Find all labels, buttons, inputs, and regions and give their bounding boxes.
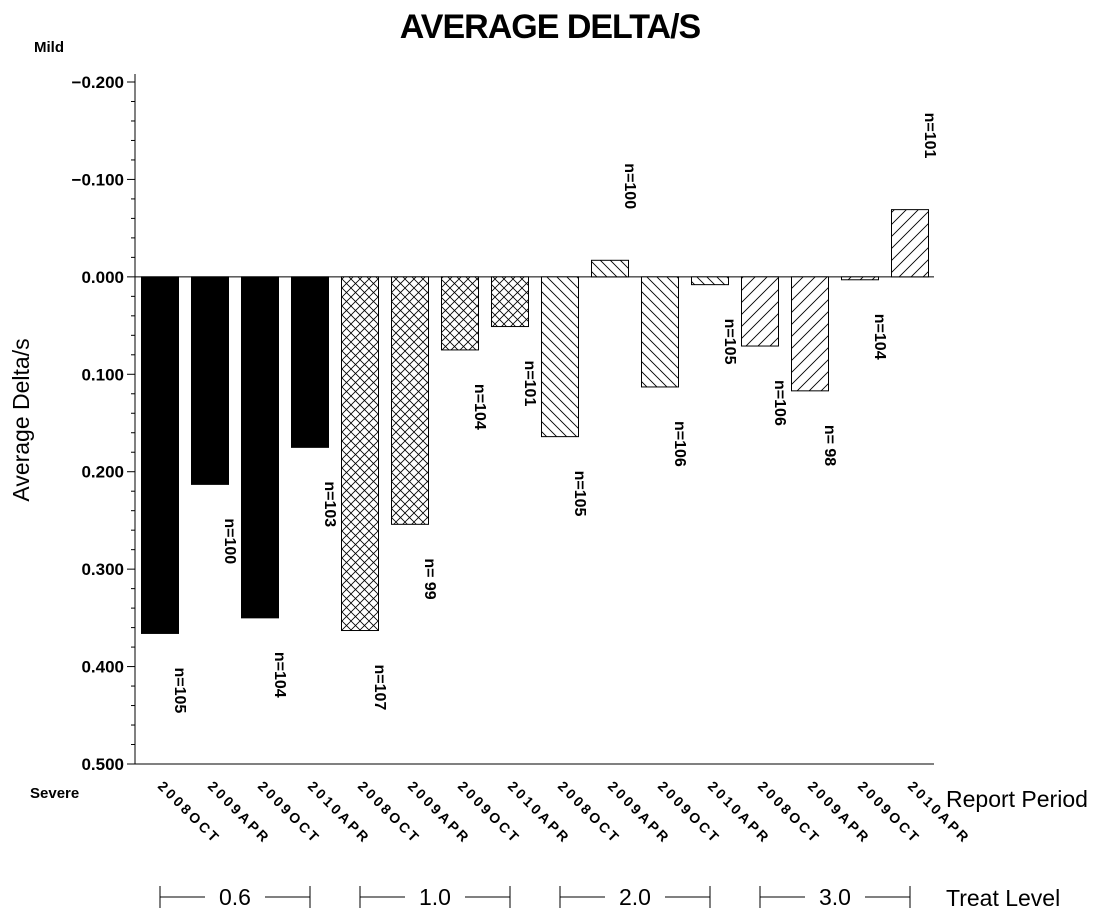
bar-15 (841, 276, 879, 281)
group-bracket-4: 3.0 (759, 884, 911, 910)
bar-10 (591, 259, 629, 278)
y-tick-label: −0.200 (72, 73, 124, 92)
bar-1 (141, 276, 179, 634)
y-axis-title: Average Delta/s (8, 338, 34, 501)
n-label: n=107 (371, 665, 388, 711)
bar-16 (891, 209, 929, 278)
n-label: n=105 (721, 319, 738, 365)
n-label: n=101 (921, 113, 938, 159)
n-label: n=103 (321, 481, 338, 527)
group-label: 1.0 (419, 884, 451, 910)
y-tick-label: 0.000 (81, 268, 124, 287)
y-tick-label: 0.300 (81, 560, 124, 579)
group-label: 0.6 (219, 884, 251, 910)
x-axis-title: Report Period (946, 786, 1088, 812)
n-label: n=104 (271, 652, 288, 698)
y-tick-label: 0.400 (81, 658, 124, 677)
n-label: n=106 (671, 421, 688, 467)
y-bottom-label: Severe (30, 785, 79, 802)
y-tick-label: 0.500 (81, 755, 124, 774)
bar-12 (691, 276, 729, 286)
y-tick-label: 0.100 (81, 365, 124, 384)
bar-7 (441, 276, 479, 351)
y-tick-label: 0.200 (81, 463, 124, 482)
n-label: n=105 (571, 471, 588, 517)
n-label: n=104 (471, 384, 488, 430)
bar-3 (241, 276, 279, 619)
group-label: 2.0 (619, 884, 651, 910)
n-label: n=100 (621, 163, 638, 209)
n-label: n= 99 (421, 558, 438, 599)
bar-8 (491, 276, 529, 328)
n-label: n=101 (521, 361, 538, 407)
bar-13 (741, 276, 779, 347)
group-bracket-1: 0.6 (159, 884, 311, 910)
group-bracket-2: 1.0 (359, 884, 511, 910)
bar-11 (641, 276, 679, 388)
chart-title: AVERAGE DELTA/S (400, 8, 701, 46)
bar-9 (541, 276, 579, 438)
n-label: n=104 (871, 314, 888, 360)
n-label: n=100 (221, 518, 238, 564)
group-axis-title: Treat Level (946, 885, 1060, 911)
bar-4 (291, 276, 329, 448)
bar-14 (791, 276, 829, 392)
bar-6 (391, 276, 429, 525)
bar-5 (341, 276, 379, 632)
bar-2 (191, 276, 229, 485)
y-tick-label: −0.100 (72, 170, 124, 189)
n-label: n= 98 (821, 425, 838, 466)
y-top-label: Mild (34, 39, 64, 56)
n-label: n=106 (771, 380, 788, 426)
group-bracket-3: 2.0 (559, 884, 711, 910)
group-label: 3.0 (819, 884, 851, 910)
n-label: n=105 (171, 667, 188, 713)
